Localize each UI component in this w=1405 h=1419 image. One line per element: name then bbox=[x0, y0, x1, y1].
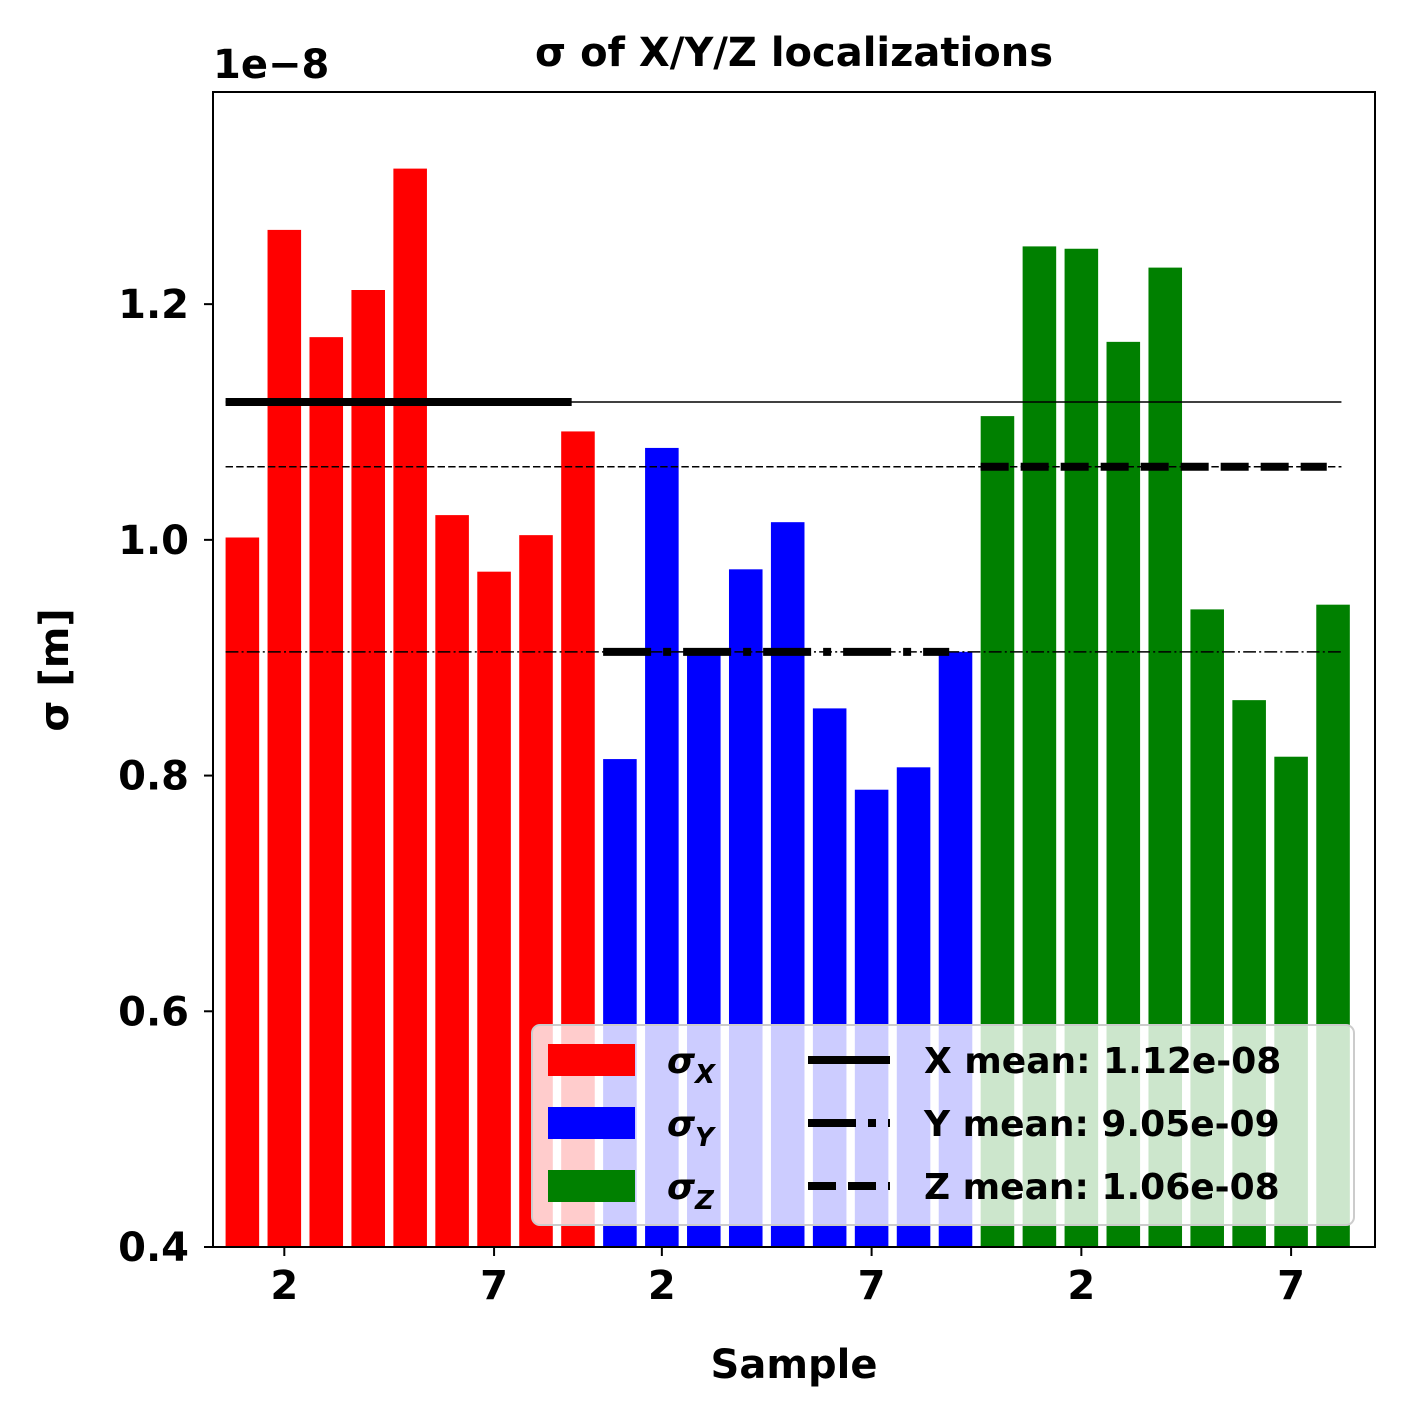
bar bbox=[351, 290, 385, 1247]
bar bbox=[267, 229, 302, 1248]
legend: σX σY σZ X mean: 1.12e-08 Y mean: 9.05e-09 Z … bbox=[531, 1024, 1355, 1226]
y-tick-label: 1.2 bbox=[118, 282, 189, 328]
legend-swatch bbox=[548, 1170, 635, 1202]
bar bbox=[225, 537, 260, 1247]
legend-label: σY bbox=[667, 1104, 717, 1153]
x-tick-label: 2 bbox=[1067, 1263, 1095, 1309]
legend-label: σZ bbox=[667, 1167, 715, 1216]
bar bbox=[393, 168, 427, 1247]
x-ticks: 2 7 2 7 2 7 bbox=[270, 1247, 1305, 1309]
legend-label: σX bbox=[667, 1041, 717, 1090]
legend-label: Y mean: 9.05e-09 bbox=[923, 1104, 1280, 1145]
mean-lines-group bbox=[225, 397, 1342, 656]
y-tick-label: 0.6 bbox=[118, 989, 189, 1035]
legend-swatch bbox=[548, 1044, 635, 1076]
y-axis-label: σ [m] bbox=[32, 608, 78, 731]
x-axis-label: Sample bbox=[711, 1342, 878, 1388]
y-ticks: 0.4 0.6 0.8 1.0 1.2 bbox=[118, 282, 213, 1271]
plot-frame bbox=[212, 91, 1376, 1248]
bar bbox=[435, 515, 469, 1247]
y-tick-label: 0.8 bbox=[118, 754, 189, 800]
bar bbox=[309, 337, 344, 1248]
x-tick-label: 7 bbox=[858, 1263, 886, 1309]
x-tick-label: 7 bbox=[480, 1263, 508, 1309]
legend-swatch bbox=[548, 1107, 635, 1139]
x-tick-label: 2 bbox=[270, 1263, 298, 1309]
y-offset-label: 1e−8 bbox=[213, 42, 329, 88]
bar bbox=[477, 571, 511, 1247]
x-tick-label: 7 bbox=[1277, 1263, 1305, 1309]
x-tick-label: 2 bbox=[648, 1263, 676, 1309]
chart-title: σ of X/Y/Z localizations bbox=[535, 30, 1053, 76]
legend-box bbox=[531, 1024, 1355, 1226]
y-tick-label: 1.0 bbox=[118, 518, 189, 564]
legend-label: Z mean: 1.06e-08 bbox=[924, 1167, 1280, 1208]
y-tick-label: 0.4 bbox=[118, 1225, 189, 1271]
legend-label: X mean: 1.12e-08 bbox=[924, 1041, 1281, 1082]
